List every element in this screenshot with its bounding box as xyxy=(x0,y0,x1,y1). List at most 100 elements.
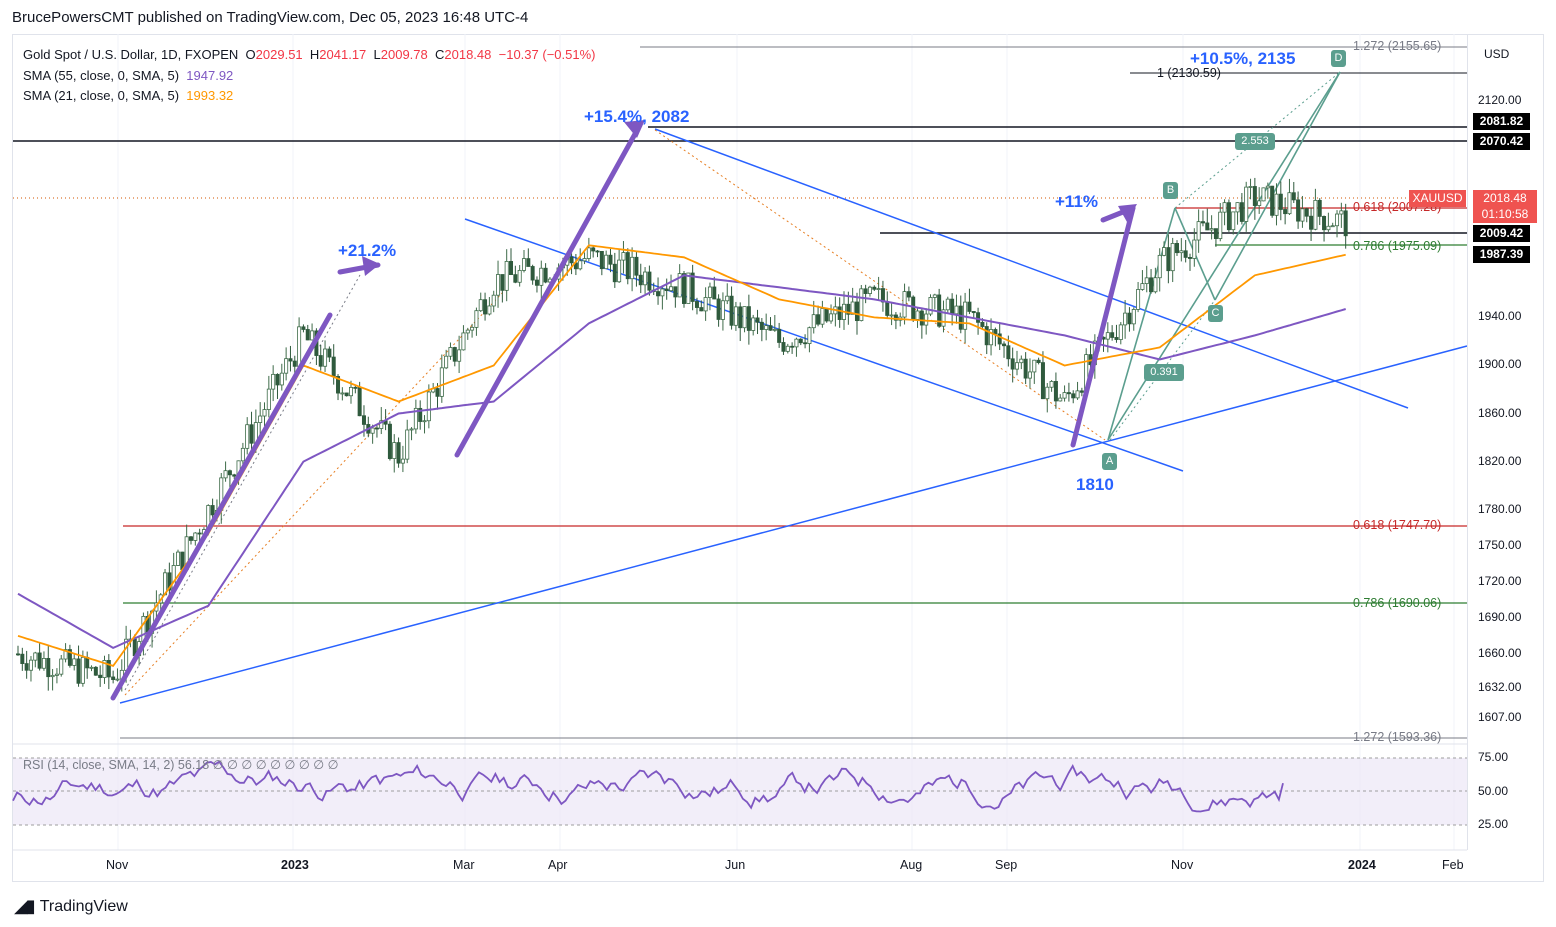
candle-body xyxy=(1278,193,1283,210)
fib-label-1: 1 (2130.59) xyxy=(1157,66,1221,80)
candle-body xyxy=(379,420,384,429)
candle-body xyxy=(543,267,548,283)
candle-body xyxy=(599,250,604,270)
candle-body xyxy=(1019,358,1024,364)
candle-body xyxy=(1123,312,1128,326)
candle-body xyxy=(716,298,721,320)
candle-body xyxy=(41,658,46,669)
candle-body xyxy=(418,407,423,422)
annotation-rally-3: +11% xyxy=(1055,192,1099,211)
candle-body xyxy=(1040,362,1045,400)
candle-body xyxy=(1071,393,1076,399)
candle-body xyxy=(232,474,237,477)
candle-body xyxy=(1144,277,1149,285)
candle-body xyxy=(1339,210,1344,215)
candle-body xyxy=(292,360,297,367)
candle-body xyxy=(720,300,725,320)
legend-l-label: L xyxy=(373,47,381,62)
currency-label[interactable]: USD xyxy=(1484,47,1510,61)
candle-body xyxy=(1304,208,1309,217)
price-tick-label: 1780.00 xyxy=(1478,501,1522,516)
candle-body xyxy=(115,678,120,681)
fib-helpers xyxy=(124,71,1341,696)
candle-body xyxy=(500,274,505,291)
candle-body xyxy=(997,333,1002,345)
trend-arrows xyxy=(110,122,1136,701)
candle-body xyxy=(1136,289,1141,310)
price-axis[interactable]: USD 2120.002030.001940.001900.001860.001… xyxy=(1467,34,1544,850)
tradingview-brand: TradingView xyxy=(39,897,128,915)
candle-body xyxy=(759,321,764,330)
annotation-rally-1: +21.2% xyxy=(338,241,397,260)
candle-body xyxy=(1248,186,1253,188)
candle-body xyxy=(271,373,276,390)
candle-body xyxy=(699,307,704,312)
fib-levels xyxy=(13,46,1467,739)
candle-body xyxy=(859,288,864,322)
grid xyxy=(117,34,1455,850)
candle-body xyxy=(323,348,328,367)
candle-body xyxy=(340,392,345,395)
candle-body xyxy=(1335,213,1340,227)
price-tick-label: 1720.00 xyxy=(1478,573,1522,588)
fib-label-1272-low: 1.272 (1593.36) xyxy=(1353,730,1442,744)
price-tick-label: 1660.00 xyxy=(1478,645,1522,660)
candle-body xyxy=(569,256,574,264)
candle-body xyxy=(660,288,665,297)
candle-body xyxy=(816,314,821,325)
candle-body xyxy=(439,367,444,397)
publisher-header: BrucePowersCMT published on TradingView.… xyxy=(12,9,529,26)
price-tick-label: 1940.00 xyxy=(1478,309,1522,324)
candle-body xyxy=(63,649,68,660)
candle-body xyxy=(1235,202,1240,213)
candle-body xyxy=(344,392,349,397)
candle-body xyxy=(876,288,881,290)
candle-body xyxy=(76,658,81,684)
candle-body xyxy=(647,271,652,291)
candle-body xyxy=(227,470,232,476)
candle-body xyxy=(764,325,769,330)
candle-body xyxy=(517,269,522,283)
candle-body xyxy=(712,286,717,300)
candle-body xyxy=(1244,186,1249,222)
candle-body xyxy=(854,301,859,322)
candle-body xyxy=(448,347,453,357)
legend-ohlc: Gold Spot / U.S. Dollar, 1D, FXOPEN O202… xyxy=(23,45,595,66)
candle-body xyxy=(608,254,613,265)
candle-body xyxy=(919,310,924,326)
candle-body xyxy=(1175,243,1180,254)
candle-body xyxy=(954,305,959,315)
candle-body xyxy=(111,676,116,680)
tradingview-footer[interactable]: ◢▮ TradingView xyxy=(14,896,128,917)
candle-body xyxy=(348,386,353,397)
candle-body xyxy=(1015,362,1020,370)
candle-body xyxy=(67,649,72,666)
candle-body xyxy=(37,652,42,669)
candle-body xyxy=(1166,247,1171,272)
candle-body xyxy=(176,551,181,566)
candle-body xyxy=(461,332,466,351)
candle-body xyxy=(889,314,894,317)
candle-body xyxy=(245,424,250,449)
candle-body xyxy=(33,652,38,661)
candle-body xyxy=(1066,392,1071,395)
candle-body xyxy=(638,274,643,286)
chart-frame xyxy=(12,34,1544,882)
candle-body xyxy=(682,273,687,304)
candle-body xyxy=(664,288,669,292)
candle-body xyxy=(772,328,777,331)
candle-body xyxy=(591,247,596,252)
xauusd-countdown: 01:10:58 xyxy=(1481,207,1529,221)
candle-body xyxy=(1002,343,1007,347)
candle-body xyxy=(976,312,981,323)
candle-body xyxy=(28,659,33,671)
candle-body xyxy=(1110,332,1115,338)
candle-body xyxy=(1075,390,1080,399)
candle-body xyxy=(1296,199,1301,222)
candle-body xyxy=(89,666,94,669)
candle-body xyxy=(777,328,782,343)
candle-body xyxy=(487,305,492,315)
candle-body xyxy=(932,294,937,298)
rsi-pane xyxy=(12,743,1467,851)
